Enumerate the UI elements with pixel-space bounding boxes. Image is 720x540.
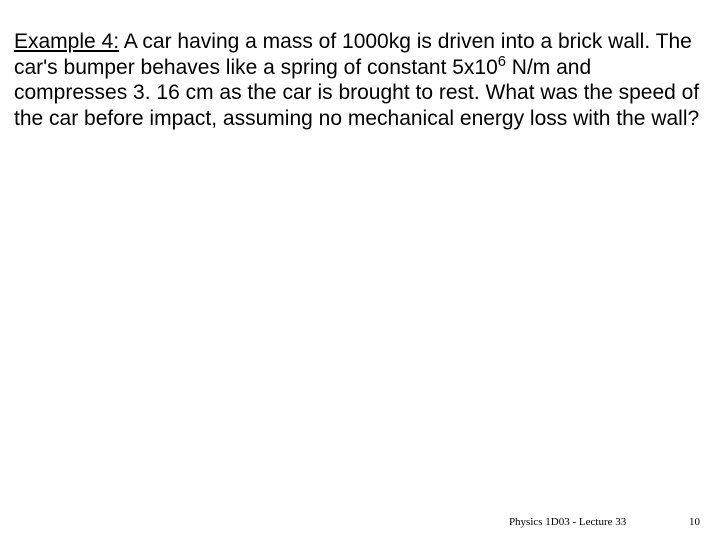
exponent: 6 bbox=[498, 54, 506, 70]
problem-paragraph: Example 4: A car having a mass of 1000kg… bbox=[14, 29, 706, 131]
slide-footer: Physics 1D03 - Lecture 33 10 bbox=[509, 516, 700, 528]
slide-content: Example 4: A car having a mass of 1000kg… bbox=[0, 0, 720, 131]
footer-course: Physics 1D03 - Lecture 33 bbox=[509, 516, 626, 528]
example-heading: Example 4: bbox=[14, 30, 119, 53]
footer-page-number: 10 bbox=[689, 516, 700, 528]
